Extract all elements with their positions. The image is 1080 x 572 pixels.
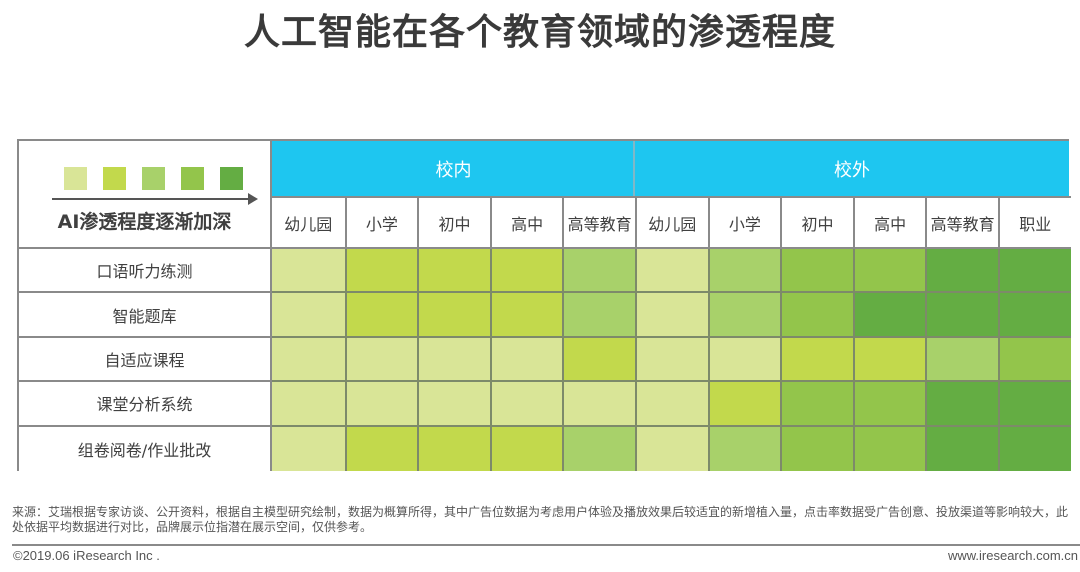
row-label: 智能题库: [19, 293, 272, 338]
group-header-in-school: 校内: [272, 141, 635, 196]
heatmap-cell: [635, 426, 708, 471]
heatmap-cell: [562, 293, 635, 338]
row-label: 自适应课程: [19, 337, 272, 383]
website-link[interactable]: www.iresearch.com.cn: [947, 548, 1078, 563]
heatmap-cell: [562, 426, 635, 471]
column-header: 初中: [780, 196, 853, 249]
heatmap-cell: [998, 249, 1071, 294]
heatmap-cell: [489, 382, 563, 427]
group-divider: [633, 141, 635, 196]
column-header: 高等教育: [562, 196, 635, 249]
heatmap-cell: [344, 249, 418, 294]
row-label: 组卷阅卷/作业批改: [19, 426, 272, 471]
column-header: 幼儿园: [635, 196, 708, 249]
heatmap-cell: [272, 249, 345, 294]
heatmap-cell: [998, 382, 1071, 427]
heatmap-cell: [344, 426, 418, 471]
heatmap-cell: [780, 293, 853, 338]
column-header: 职业: [998, 196, 1071, 249]
heatmap-cell: [417, 382, 490, 427]
heatmap-cell: [417, 426, 490, 471]
heatmap-cell: [852, 426, 926, 471]
column-header: 初中: [417, 196, 490, 249]
heatmap-cell: [489, 249, 563, 294]
heatmap-cell: [489, 426, 563, 471]
heatmap-cell: [925, 293, 998, 338]
heatmap-cell: [344, 382, 418, 427]
legend: AI渗透程度逐渐加深: [19, 141, 272, 249]
legend-swatch-level-5: [220, 167, 243, 190]
legend-swatch-level-3: [142, 167, 165, 190]
heatmap-cell: [489, 293, 563, 338]
heatmap-cell: [852, 337, 926, 383]
heatmap-cell: [707, 337, 781, 383]
footer-divider: [12, 544, 1080, 546]
column-header: 小学: [707, 196, 781, 249]
heatmap-cell: [707, 426, 781, 471]
legend-swatch-level-2: [103, 167, 126, 190]
heatmap-cell: [852, 293, 926, 338]
heatmap-cell: [998, 337, 1071, 383]
row-label: 课堂分析系统: [19, 382, 272, 427]
copyright: ©2019.06 iResearch Inc .: [13, 548, 160, 563]
heatmap-cell: [272, 293, 345, 338]
heatmap-cell: [925, 249, 998, 294]
heatmap-cell: [344, 293, 418, 338]
heatmap-cell: [417, 337, 490, 383]
row-label: 口语听力练测: [19, 249, 272, 294]
column-header: 高中: [489, 196, 563, 249]
column-header: 高中: [852, 196, 926, 249]
heatmap-cell: [562, 337, 635, 383]
heatmap-cell: [344, 337, 418, 383]
heatmap-cell: [635, 293, 708, 338]
heatmap-cell: [417, 249, 490, 294]
heatmap-cell: [707, 249, 781, 294]
heatmap-cell: [635, 382, 708, 427]
heatmap-cell: [780, 337, 853, 383]
heatmap-cell: [635, 249, 708, 294]
heatmap-cell: [998, 293, 1071, 338]
heatmap-cell: [925, 426, 998, 471]
legend-label: AI渗透程度逐渐加深: [57, 211, 232, 233]
column-header: 小学: [344, 196, 418, 249]
heatmap-cell: [780, 382, 853, 427]
heatmap-cell: [272, 337, 345, 383]
heatmap-cell: [417, 293, 490, 338]
heatmap-cell: [925, 382, 998, 427]
heatmap-cell: [272, 426, 345, 471]
heatmap-cell: [780, 249, 853, 294]
column-header: 高等教育: [925, 196, 998, 249]
heatmap-cell: [489, 337, 563, 383]
legend-swatches: [64, 167, 243, 190]
heatmap-cell: [852, 382, 926, 427]
group-header-out-of-school: 校外: [635, 141, 1069, 196]
heatmap-cell: [998, 426, 1071, 471]
heatmap-cell: [707, 382, 781, 427]
heatmap-table: AI渗透程度逐渐加深 校内 校外 幼儿园 小学 初中 高中 高等教育 幼儿园 小学 初中 高中高…: [17, 139, 1071, 471]
heatmap-cell: [562, 382, 635, 427]
page-title: 人工智能在各个教育领域的渗透程度: [243, 12, 836, 53]
legend-swatch-level-1: [64, 167, 87, 190]
heatmap-cell: [562, 249, 635, 294]
heatmap-cell: [635, 337, 708, 383]
heatmap-cell: [707, 293, 781, 338]
heatmap-cell: [780, 426, 853, 471]
legend-swatch-level-4: [181, 167, 204, 190]
heatmap-cell: [852, 249, 926, 294]
arrow-right-icon: [52, 193, 258, 205]
column-header: 幼儿园: [272, 196, 345, 249]
heatmap-cell: [925, 337, 998, 383]
heatmap-cell: [272, 382, 345, 427]
source-note: 来源：艾瑞根据专家访谈、公开资料，根据自主模型研究绘制，数据为概算所得，其中广告…: [12, 505, 1069, 534]
